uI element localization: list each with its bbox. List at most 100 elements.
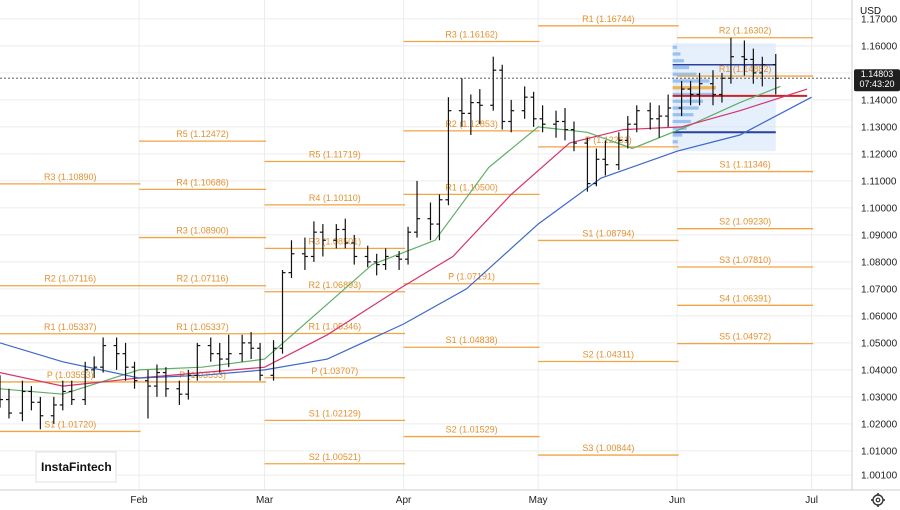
pivot-label: R1 (1.16744) <box>582 14 635 24</box>
pivot-label: S2 (1.04311) <box>583 349 634 359</box>
moving-average-line <box>0 96 812 379</box>
volume-profile-bar <box>672 106 699 110</box>
ohlc-bar <box>176 380 183 405</box>
ohlc-bar <box>499 64 506 130</box>
ohlc-bar <box>467 94 474 135</box>
y-tick-label: 1.13000 <box>861 122 898 133</box>
ohlc-bar <box>288 240 295 279</box>
ohlc-bar <box>490 56 497 111</box>
time-axis[interactable]: Feb Mar Apr May Jun Jul <box>130 495 818 506</box>
y-tick-label: 1.01000 <box>861 446 898 457</box>
y-tick-label: 1.04000 <box>861 365 898 376</box>
pivot-label: R2 (1.07116) <box>44 274 96 284</box>
pivot-label: P (1.07191) <box>448 272 495 282</box>
pivot-label: S2 (1.01529) <box>446 425 498 435</box>
ohlc-bar <box>19 380 26 422</box>
ohlc-bar <box>301 237 308 270</box>
volume-profile-area <box>672 43 776 152</box>
ohlc-bar <box>28 386 35 411</box>
ohlc-bar <box>665 94 672 127</box>
ohlc-bar <box>144 369 151 419</box>
ohlc-bar <box>310 221 317 262</box>
x-tick-label: Mar <box>256 495 274 506</box>
moving-averages <box>0 85 812 395</box>
bar-countdown: 07:43:20 <box>859 79 894 89</box>
pivot-label: S1 (1.11346) <box>719 160 770 170</box>
pivot-label: R2 (1.12853) <box>445 119 498 129</box>
pivot-label: S3 (1.00844) <box>582 443 634 453</box>
pivot-label: S1 (1.08794) <box>582 228 634 238</box>
pivot-levels: R3 (1.10890) R2 (1.07116) R1 (1.05337) P (1… <box>0 14 814 465</box>
y-tick-label: 1.03000 <box>861 392 898 403</box>
pivot-label: S4 (1.06391) <box>719 293 771 303</box>
pivot-label: R3 (1.10890) <box>44 172 97 182</box>
ohlc-bar <box>396 251 403 270</box>
pivot-label: S1 (1.01720) <box>44 419 96 429</box>
ohlc-bar <box>91 356 98 378</box>
ohlc-bar <box>414 180 421 238</box>
brand-name: InstaFintech <box>41 460 112 474</box>
y-tick-label: 1.06000 <box>861 311 898 322</box>
volume-profile-bar <box>672 45 677 49</box>
ohlc-bar <box>624 116 631 149</box>
ohlc-bar <box>615 132 622 171</box>
last-price-badge: 1.14803 07:43:20 <box>854 69 900 92</box>
ohlc-bar <box>82 361 89 405</box>
ohlc-bar <box>342 218 349 249</box>
ohlc-bar <box>153 364 160 397</box>
volume-profile-bar <box>672 140 678 144</box>
volume-profile-bar <box>672 65 690 70</box>
ohlc-bar <box>194 342 201 381</box>
ohlc-bar <box>521 86 528 119</box>
ohlc-bar <box>50 396 57 424</box>
pivot-label: R3 (1.16162) <box>445 30 498 40</box>
ohlc-bar <box>445 97 452 206</box>
y-tick-label: 1.05000 <box>861 338 898 349</box>
x-tick-label: May <box>529 495 548 506</box>
y-tick-label: 1.00100 <box>861 471 898 482</box>
y-tick-label: 1.07000 <box>861 284 898 295</box>
last-price-value: 1.14803 <box>861 69 894 79</box>
volume-profile-bar <box>672 59 684 63</box>
pivot-label: R1 (1.10500) <box>445 182 498 192</box>
y-tick-label: 1.11000 <box>861 176 897 187</box>
x-tick-label: Jul <box>805 495 818 506</box>
pivot-label: S1 (1.04838) <box>446 335 498 345</box>
y-tick-label: 1.16000 <box>861 41 898 52</box>
currency-label[interactable]: USD <box>860 6 881 17</box>
pivot-label: R1 (1.05346) <box>309 322 362 332</box>
gear-icon[interactable] <box>871 493 885 507</box>
pivot-label: S3 (1.07810) <box>719 255 771 265</box>
pivot-label: R1 (1.05337) <box>176 322 229 332</box>
y-tick-label: 1.17000 <box>861 14 898 25</box>
ohlc-bar <box>248 332 255 360</box>
pivot-label: R2 (1.06893) <box>309 280 362 290</box>
pivot-label: R2 (1.07116) <box>177 274 229 284</box>
y-tick-label: 1.02000 <box>861 419 898 430</box>
ohlc-bar <box>270 340 277 381</box>
pivot-label: S2 (1.09230) <box>719 217 771 227</box>
ohlc-bar <box>279 269 286 354</box>
ohlc-bar <box>113 337 120 370</box>
pivot-label: P (1.03707) <box>311 366 358 376</box>
ohlc-bar <box>647 102 654 130</box>
volume-profile-bar <box>672 86 716 90</box>
ohlc-bar <box>593 148 600 187</box>
pivot-label: R3 (1.08900) <box>176 226 229 236</box>
pivot-label: S5 (1.04972) <box>719 332 771 342</box>
pivot-label: S1 (1.02129) <box>309 408 361 418</box>
ohlc-bar <box>741 40 748 76</box>
ohlc-bar <box>225 334 232 368</box>
ohlc-bar <box>570 121 577 152</box>
ohlc-bar <box>37 396 44 430</box>
ohlc-bar <box>696 72 703 106</box>
pivot-label: P (1.03553) <box>47 370 94 380</box>
ohlc-bar <box>476 89 483 125</box>
ohlc-bar <box>678 80 685 117</box>
ohlc-bar <box>373 253 380 276</box>
pivot-label: R4 (1.10686) <box>176 177 229 187</box>
pivot-label: R1 (1.14882) <box>719 64 772 74</box>
ohlc-bar <box>562 107 569 141</box>
ohlc-bar <box>553 110 560 138</box>
